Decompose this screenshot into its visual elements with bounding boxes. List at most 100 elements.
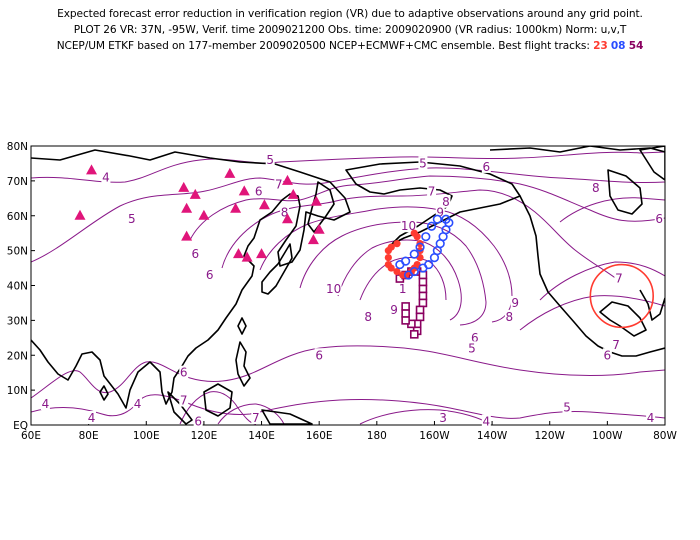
- track-23-point: [402, 271, 410, 279]
- contour-line: [217, 403, 285, 425]
- contour-label: 7: [612, 338, 620, 352]
- coastline-japan: [261, 243, 293, 295]
- contour-label-bg: [179, 365, 189, 379]
- lon-label: 100W: [592, 430, 623, 442]
- track-54-point: [401, 316, 410, 325]
- contour-label-bg: [438, 411, 448, 425]
- contour-label: 1: [399, 282, 407, 296]
- contour-label-bg: [389, 302, 399, 316]
- contour-label-bg: [205, 268, 215, 282]
- contour-line: [539, 261, 665, 301]
- track-23-point: [384, 247, 392, 255]
- track-54-point: [415, 305, 425, 315]
- candidate-triangles: [74, 164, 325, 262]
- triangle-marker: [232, 248, 244, 259]
- triangle-marker: [238, 185, 250, 196]
- lon-label: 80E: [79, 430, 99, 442]
- contour-label: 4: [647, 411, 655, 425]
- track-54-point: [409, 330, 419, 339]
- contour-line: [359, 409, 491, 425]
- coastline-new-guinea: [261, 409, 313, 425]
- header-line-3-prefix: NCEP/UM ETKF based on 177-member 2009020…: [56, 40, 590, 52]
- contour-label-bg: [481, 159, 491, 173]
- triangle-marker: [181, 202, 193, 213]
- contour-line: [559, 197, 665, 223]
- track-08-point: [409, 266, 419, 277]
- triangle-marker: [86, 164, 98, 175]
- coastline-canada-north: [489, 146, 665, 153]
- lat-label: 20N: [7, 350, 28, 362]
- contour-label: 4: [88, 411, 96, 425]
- contour-label-bg: [654, 212, 664, 226]
- track-08-legend: 08: [610, 40, 626, 52]
- track-08-point: [409, 249, 419, 259]
- track-08-point: [441, 214, 451, 224]
- contour-line: [299, 221, 487, 326]
- contour-label: 3: [439, 411, 447, 425]
- contour-line: [519, 295, 665, 331]
- lon-label: 120E: [191, 430, 218, 442]
- track-08-point: [395, 259, 405, 270]
- coastlines: [31, 146, 665, 425]
- lat-label: 60N: [7, 211, 28, 223]
- contour-label: 6: [483, 160, 491, 174]
- triangle-marker: [198, 209, 210, 220]
- contour-label-bg: [427, 184, 437, 198]
- coastline-sumatra: [167, 391, 193, 425]
- map-frame: [30, 145, 666, 426]
- contour-label: 5: [128, 212, 136, 226]
- contour-label: 8: [281, 205, 289, 219]
- lon-label: 100E: [133, 430, 160, 442]
- contour-label: 5: [468, 341, 476, 355]
- contour-label-bg: [87, 411, 97, 425]
- track-23-point: [387, 264, 395, 272]
- contour-label: 7: [428, 184, 436, 198]
- coastline-gulf-of-mexico: [599, 301, 647, 337]
- triangle-marker: [74, 209, 86, 220]
- contour-label: 4: [134, 397, 142, 411]
- contour-label-bg: [400, 219, 417, 233]
- track-08-point: [421, 232, 431, 242]
- contour-label-bg: [510, 295, 520, 309]
- triangle-marker: [230, 202, 242, 213]
- contour-label: 6: [604, 348, 612, 362]
- longitude-labels: 60E 80E 100E 120E 140E 160E 180 160W 140W 120W 100…: [21, 430, 677, 442]
- contour-lines: [31, 151, 665, 425]
- contour-label-bg: [441, 194, 451, 208]
- lat-label: 40N: [7, 281, 28, 293]
- lon-label: 60E: [21, 430, 41, 442]
- contour-label: 6: [191, 247, 199, 261]
- track-54-point: [415, 312, 425, 322]
- contour-label-bg: [280, 205, 290, 219]
- contour-label-bg: [470, 330, 480, 344]
- track-23-legend: 23: [593, 40, 608, 52]
- figure-header: Expected forecast error reduction in ver…: [0, 6, 700, 54]
- triangle-marker: [307, 234, 319, 245]
- contour-label-bg: [611, 337, 621, 351]
- lon-label: 160E: [306, 430, 333, 442]
- coastline-taiwan: [237, 317, 247, 335]
- contour-label: 5: [266, 153, 274, 167]
- header-line-3: NCEP/UM ETKF based on 177-member 2009020…: [0, 38, 700, 54]
- track-23-point: [393, 267, 401, 276]
- lat-label: 10N: [7, 385, 28, 397]
- triangle-marker: [241, 251, 253, 262]
- contour-label-bg: [418, 156, 428, 170]
- contour-label-bg: [325, 281, 342, 295]
- triangle-marker: [189, 188, 201, 199]
- contour-label-bg: [265, 152, 275, 166]
- track-08-point: [432, 214, 442, 224]
- contour-label-bg: [504, 309, 514, 323]
- coastline-north-america-west: [519, 195, 665, 357]
- contour-label-bg: [254, 184, 264, 198]
- lat-label: 70N: [7, 176, 28, 188]
- contour-label-bg: [363, 309, 373, 323]
- coastline-greenland: [639, 146, 665, 181]
- contour-label: 6: [471, 331, 479, 345]
- track-54-point: [401, 302, 410, 311]
- contour-label-bg: [398, 281, 408, 295]
- axis-ticks: [30, 145, 666, 426]
- track-54-point: [418, 298, 428, 308]
